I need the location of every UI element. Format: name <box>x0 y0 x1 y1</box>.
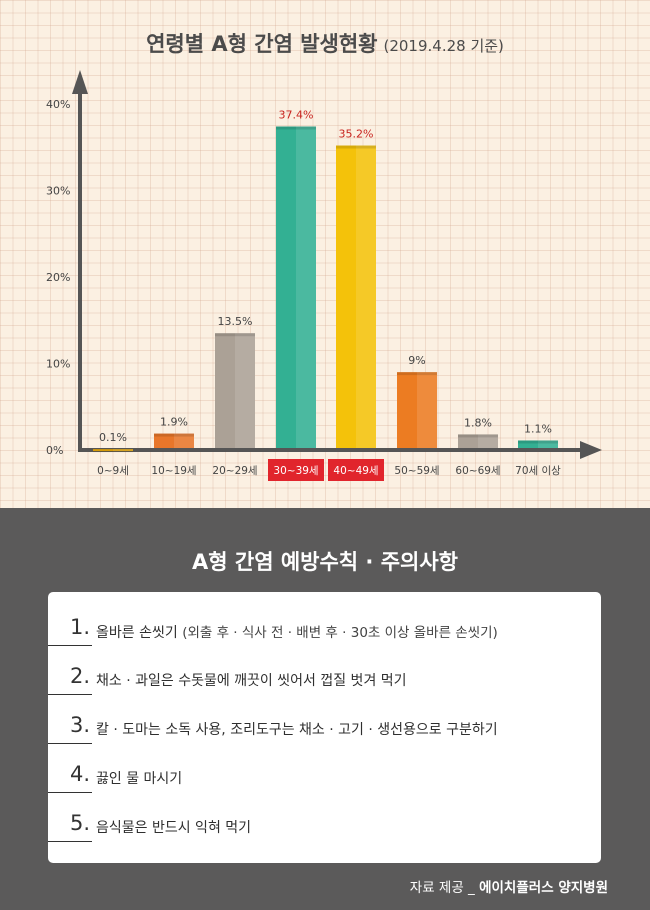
bar-highlight <box>417 372 437 448</box>
chart-title-date: (2019.4.28 기준) <box>383 37 504 55</box>
category-label: 40~49세 <box>333 465 378 477</box>
bar <box>276 126 316 449</box>
source-credit: 자료 제공 _ 에이치플러스 양지병원 <box>410 876 608 896</box>
rule-item-4: 4. 끓인 물 마시기 <box>48 752 601 801</box>
age-bar-chart: 0% 10% 20% 30% 40% 0.1% 0~9세 1.9% 10~19세 13.5% 20~… <box>46 70 602 481</box>
bar-highlight <box>113 449 133 452</box>
rule-text-main: 올바른 손씻기 <box>96 625 178 641</box>
bar <box>93 449 133 452</box>
chart-title-main: 연령별 A형 간염 발생현황 <box>146 32 378 56</box>
rule-text: 끓인 물 마시기 <box>96 771 183 787</box>
category-label: 70세 이상 <box>515 465 561 477</box>
chart-section: 연령별 A형 간염 발생현황 (2019.4.28 기준) 0% 10% 20% 30%… <box>0 0 650 508</box>
bar <box>397 372 437 448</box>
rule-number: 2. <box>69 664 91 688</box>
y-tick-label: 20% <box>46 271 70 284</box>
rule-underline <box>48 694 92 695</box>
bar <box>518 440 558 448</box>
bar-top-edge <box>458 434 498 438</box>
category-label: 30~39세 <box>273 465 318 477</box>
rule-item-2: 2. 채소 · 과일은 수돗물에 깨끗이 씻어서 껍질 벗겨 먹기 <box>48 654 601 703</box>
rule-underline <box>48 792 92 793</box>
rule-text: 칼 · 도마는 소독 사용, 조리도구는 채소 · 고기 · 생선용으로 구분하… <box>96 722 498 738</box>
rule-underline <box>48 645 92 646</box>
rule-text-note: (외출 후 · 식사 전 · 배변 후 · 30초 이상 올바른 손씻기) <box>182 625 498 641</box>
bar-value-label: 1.9% <box>160 416 188 429</box>
bar-highlight <box>356 145 376 448</box>
category-label: 0~9세 <box>97 465 129 477</box>
bar-top-edge <box>93 449 133 453</box>
bar-value-label: 1.1% <box>524 422 552 435</box>
bar-value-label: 13.5% <box>218 315 253 328</box>
bar-top-edge <box>518 440 558 444</box>
category-label: 50~59세 <box>394 465 439 477</box>
y-tick-label: 0% <box>46 444 63 457</box>
rule-number: 5. <box>69 811 91 835</box>
category-highlight-box <box>268 459 324 481</box>
bar-top-edge <box>336 145 376 149</box>
category-label: 60~69세 <box>455 465 500 477</box>
category-highlight-box <box>328 459 384 481</box>
bar-value-label: 0.1% <box>99 431 127 444</box>
bar-highlight <box>235 333 255 448</box>
x-axis-arrow <box>580 441 602 459</box>
bar-highlight <box>296 126 316 449</box>
rule-number: 1. <box>69 615 91 639</box>
bar-value-label: 37.4% <box>279 108 314 121</box>
bar-top-edge <box>276 126 316 130</box>
rule-item-3: 3. 칼 · 도마는 소독 사용, 조리도구는 채소 · 고기 · 생선용으로 … <box>48 703 601 752</box>
y-tick-label: 30% <box>46 185 70 198</box>
prevention-section: A형 간염 예방수칙 · 주의사항 1. 올바른 손씻기 (외출 후 · 식사 … <box>0 508 650 910</box>
rule-text: 채소 · 과일은 수돗물에 깨끗이 씻어서 껍질 벗겨 먹기 <box>96 673 407 689</box>
chart-title: 연령별 A형 간염 발생현황 (2019.4.28 기준) <box>0 28 650 58</box>
prevention-card: 1. 올바른 손씻기 (외출 후 · 식사 전 · 배변 후 · 30초 이상 … <box>48 592 601 863</box>
source-prefix: 자료 제공 _ <box>409 880 475 896</box>
category-label: 10~19세 <box>151 465 196 477</box>
rule-item-5: 5. 음식물은 반드시 익혀 먹기 <box>48 801 601 850</box>
bar-highlight <box>478 434 498 448</box>
y-tick-label: 40% <box>46 98 70 111</box>
prevention-title: A형 간염 예방수칙 · 주의사항 <box>192 550 458 574</box>
rule-text: 음식물은 반드시 익혀 먹기 <box>96 820 252 836</box>
bar-top-edge <box>154 433 194 437</box>
rule-number: 4. <box>69 762 91 786</box>
source-org: 에이치플러스 양지병원 <box>479 880 608 896</box>
bar-value-label: 35.2% <box>339 128 374 141</box>
rule-underline <box>48 743 92 744</box>
bar-top-edge <box>397 372 437 376</box>
rule-number: 3. <box>69 713 91 737</box>
category-label: 20~29세 <box>212 465 257 477</box>
bar <box>215 333 255 448</box>
bar <box>336 145 376 448</box>
bar <box>458 434 498 448</box>
bar-value-label: 9% <box>408 354 425 367</box>
y-axis-arrow <box>72 70 88 94</box>
bar-highlight <box>538 440 558 448</box>
bar-highlight <box>174 433 194 448</box>
bar <box>154 433 194 448</box>
rule-underline <box>48 841 92 842</box>
bar-top-edge <box>215 333 255 337</box>
y-tick-label: 10% <box>46 358 70 371</box>
bar-value-label: 1.8% <box>464 416 492 429</box>
rule-text: 올바른 손씻기 (외출 후 · 식사 전 · 배변 후 · 30초 이상 올바른… <box>96 621 498 642</box>
rule-item-1: 1. 올바른 손씻기 (외출 후 · 식사 전 · 배변 후 · 30초 이상 … <box>48 605 601 654</box>
